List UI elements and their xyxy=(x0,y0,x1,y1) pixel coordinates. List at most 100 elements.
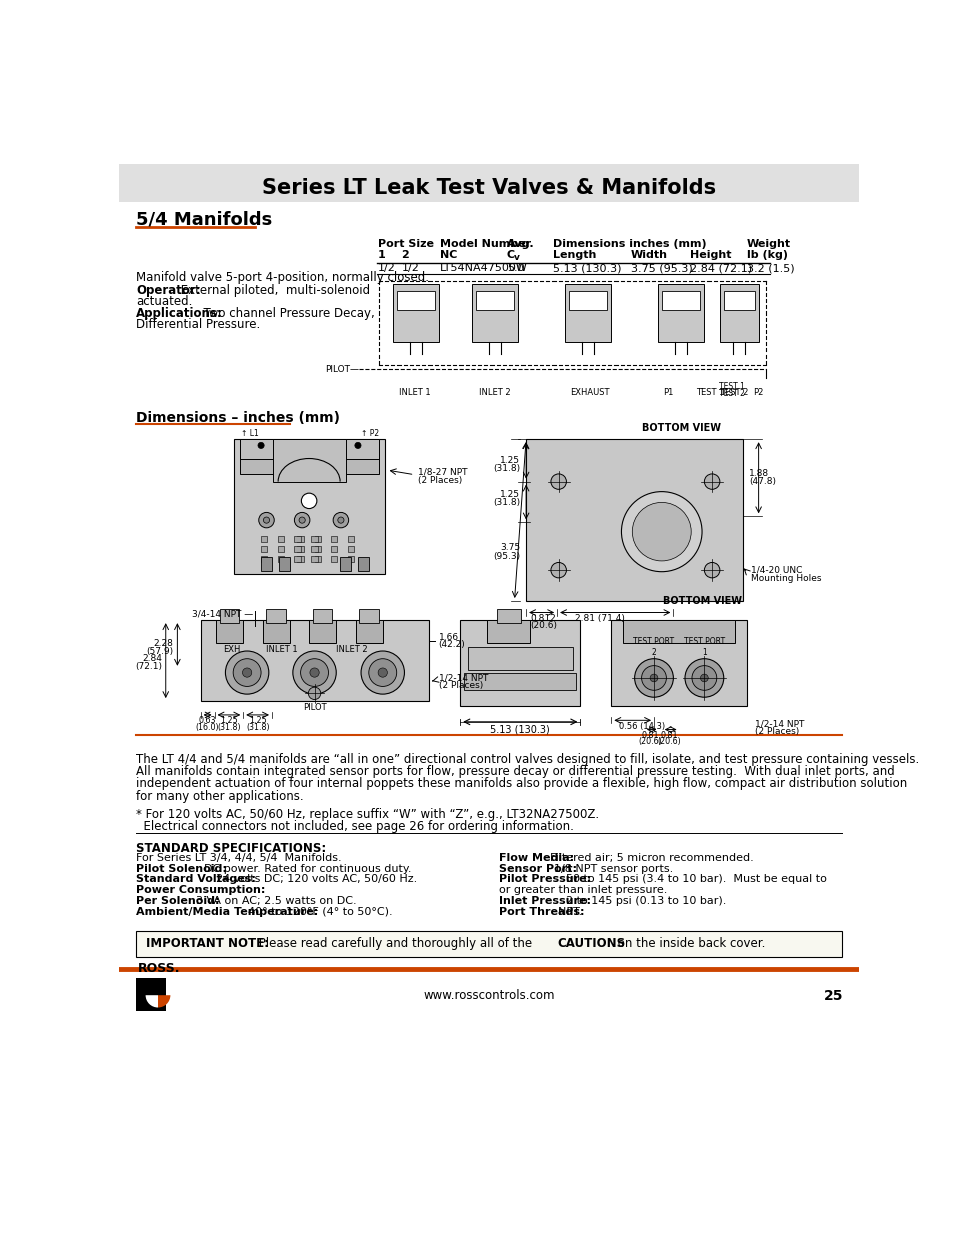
Bar xyxy=(240,440,282,458)
Text: (2 Places): (2 Places) xyxy=(438,682,482,690)
Text: INLET 2: INLET 2 xyxy=(335,645,367,655)
Text: Pilot Pressure:: Pilot Pressure: xyxy=(498,874,591,884)
Text: 1/2: 1/2 xyxy=(377,263,395,273)
Text: Flow Media:: Flow Media: xyxy=(498,852,574,863)
Circle shape xyxy=(620,492,701,572)
Text: P2: P2 xyxy=(753,389,763,398)
Bar xyxy=(487,620,530,643)
Bar xyxy=(266,609,286,622)
Bar xyxy=(335,440,378,474)
Text: actuated.: actuated. xyxy=(136,295,193,308)
Text: 2.28: 2.28 xyxy=(153,638,173,648)
Text: IMPORTANT NOTE:: IMPORTANT NOTE: xyxy=(146,937,269,950)
Bar xyxy=(294,536,300,542)
Bar xyxy=(658,284,703,342)
Text: P1: P1 xyxy=(662,389,673,398)
Text: 1.25: 1.25 xyxy=(499,456,519,466)
Text: 1.25: 1.25 xyxy=(499,490,519,499)
Text: C: C xyxy=(506,251,515,261)
Bar xyxy=(661,290,700,310)
Text: independent actuation of four internal poppets these manifolds also provide a fl: independent actuation of four internal p… xyxy=(136,777,906,790)
Circle shape xyxy=(257,442,264,448)
Bar xyxy=(273,440,346,482)
Bar xyxy=(119,163,858,203)
Circle shape xyxy=(550,474,566,489)
Bar xyxy=(136,930,841,957)
Text: Mounting Holes: Mounting Holes xyxy=(750,574,821,583)
Circle shape xyxy=(369,658,396,687)
Text: Pilot Solenoid:: Pilot Solenoid: xyxy=(136,863,227,873)
Bar xyxy=(357,557,369,571)
Text: (20.6): (20.6) xyxy=(638,737,661,746)
Text: Dimensions – inches (mm): Dimensions – inches (mm) xyxy=(136,411,340,425)
Text: Differential Pressure.: Differential Pressure. xyxy=(136,319,260,331)
Bar xyxy=(240,440,282,474)
Bar xyxy=(331,536,336,542)
Text: 1.25: 1.25 xyxy=(220,716,238,725)
Bar xyxy=(297,536,303,542)
Text: Inlet Pressure:: Inlet Pressure: xyxy=(498,895,590,905)
Text: ↑ P2: ↑ P2 xyxy=(360,429,378,437)
Circle shape xyxy=(691,666,716,690)
Bar xyxy=(476,290,514,310)
Circle shape xyxy=(225,651,269,694)
Bar xyxy=(335,440,378,458)
Circle shape xyxy=(703,562,720,578)
Bar xyxy=(261,557,272,571)
Text: CAUTIONS: CAUTIONS xyxy=(557,937,624,950)
Text: TEST 1: TEST 1 xyxy=(718,383,743,391)
Text: Power Consumption:: Power Consumption: xyxy=(136,885,265,895)
Bar xyxy=(294,546,300,552)
Text: (95.3): (95.3) xyxy=(493,552,519,561)
Text: Electrical connectors not included, see page 26 for ordering information.: Electrical connectors not included, see … xyxy=(136,820,574,834)
Bar xyxy=(622,620,735,643)
Bar xyxy=(314,556,320,562)
Text: 5.0: 5.0 xyxy=(506,263,524,273)
Text: EXHAUST: EXHAUST xyxy=(569,389,609,398)
Bar xyxy=(468,647,572,671)
Text: v: v xyxy=(513,253,519,262)
Text: Length: Length xyxy=(553,251,596,261)
Text: Port Size: Port Size xyxy=(377,238,434,248)
Text: 1/8 NPT sensor ports.: 1/8 NPT sensor ports. xyxy=(547,863,673,873)
Text: ROSS.: ROSS. xyxy=(137,962,180,976)
Text: 1/8-27 NPT: 1/8-27 NPT xyxy=(417,467,467,477)
Bar xyxy=(313,609,332,622)
Text: 2.84 (72.1): 2.84 (72.1) xyxy=(690,263,752,273)
Text: 0.81: 0.81 xyxy=(640,731,659,740)
Text: 24 volts DC; 120 volts AC, 50/60 Hz.: 24 volts DC; 120 volts AC, 50/60 Hz. xyxy=(209,874,416,884)
Circle shape xyxy=(294,513,310,527)
Text: 1/2: 1/2 xyxy=(401,263,418,273)
Text: (31.8): (31.8) xyxy=(493,498,519,506)
Text: TEST 2: TEST 2 xyxy=(719,389,747,398)
Circle shape xyxy=(300,658,328,687)
Text: 2.84: 2.84 xyxy=(142,655,162,663)
Text: LT54NA47500W: LT54NA47500W xyxy=(439,263,527,273)
Bar xyxy=(294,556,300,562)
Circle shape xyxy=(684,658,723,698)
Bar xyxy=(331,556,336,562)
Text: 0.56 (14.3): 0.56 (14.3) xyxy=(618,721,664,731)
Text: PILOT: PILOT xyxy=(302,703,326,711)
Text: EXH: EXH xyxy=(223,645,240,655)
Circle shape xyxy=(301,493,316,509)
Text: INLET 2: INLET 2 xyxy=(478,389,511,398)
Bar xyxy=(348,536,354,542)
Circle shape xyxy=(360,651,404,694)
Text: Height: Height xyxy=(690,251,731,261)
Bar xyxy=(355,620,382,643)
Bar xyxy=(311,546,317,552)
Bar xyxy=(233,440,385,574)
Bar xyxy=(472,284,517,342)
Wedge shape xyxy=(158,995,171,1008)
Circle shape xyxy=(263,517,270,524)
Bar xyxy=(136,978,166,1010)
Text: 3.2 (1.5): 3.2 (1.5) xyxy=(746,263,794,273)
Text: All manifolds contain integrated sensor ports for flow, pressure decay or differ: All manifolds contain integrated sensor … xyxy=(136,764,894,778)
Bar xyxy=(311,536,317,542)
Text: NC: NC xyxy=(439,251,457,261)
Text: (57.9): (57.9) xyxy=(146,646,173,656)
Bar xyxy=(348,556,354,562)
Circle shape xyxy=(233,658,261,687)
Text: Operator:: Operator: xyxy=(136,284,201,298)
